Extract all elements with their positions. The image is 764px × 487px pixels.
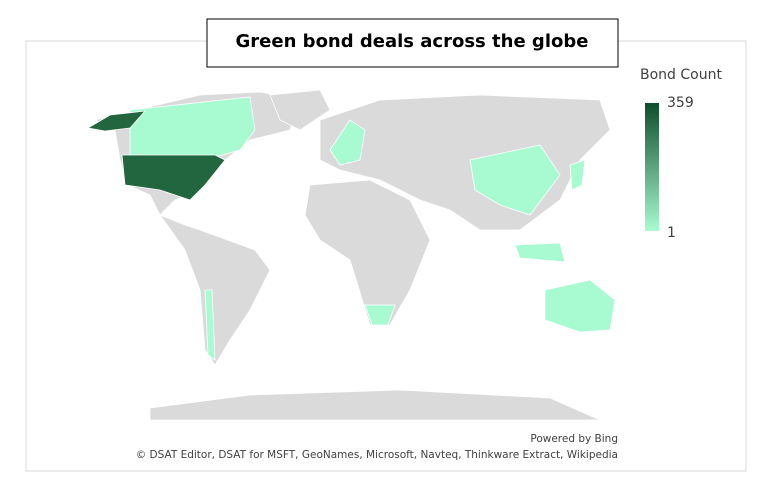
region-high [86,110,146,132]
region-high [121,154,226,201]
legend-title: Bond Count [640,67,722,83]
region-low [329,119,366,166]
scale-min-label: 1 [667,225,676,241]
region-low [469,144,561,216]
credit: Powered by Bing [530,433,618,445]
greenland [269,89,331,131]
scale-max-label: 359 [667,95,694,111]
south-america [158,214,271,366]
region-low [514,242,566,263]
region-low [544,279,616,333]
credit: © DSAT Editor, DSAT for MSFT, GeoNames, … [136,449,618,461]
chart-title: Green bond deals across the globe [236,31,589,52]
color-scale [645,103,659,231]
region-low [569,159,586,191]
africa [304,179,431,326]
region-low [204,289,216,361]
title-box [206,18,619,68]
region-low [364,304,396,326]
antarctica [149,389,601,421]
map [86,89,616,421]
